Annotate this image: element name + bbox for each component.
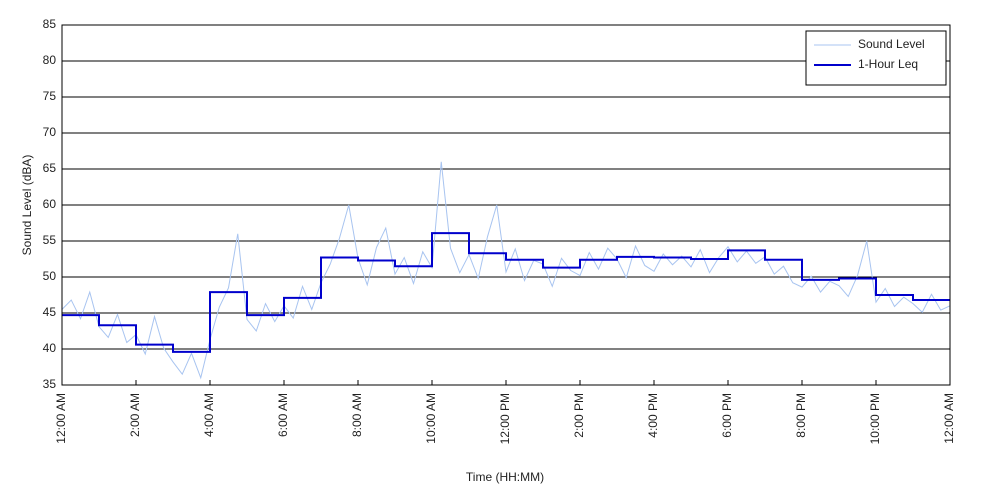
x-tick-label: 6:00 AM	[276, 393, 290, 437]
x-tick-label: 6:00 PM	[720, 393, 734, 438]
x-tick-label: 10:00 PM	[868, 393, 882, 444]
y-tick-label: 65	[43, 161, 57, 175]
y-tick-label: 85	[43, 17, 57, 31]
y-tick-label: 75	[43, 89, 57, 103]
y-tick-label: 45	[43, 305, 57, 319]
y-axis-label: Sound Level (dBA)	[20, 155, 34, 256]
y-tick-label: 40	[43, 341, 57, 355]
x-tick-label: 2:00 PM	[572, 393, 586, 438]
x-tick-label: 12:00 AM	[942, 393, 956, 444]
x-tick-label: 4:00 PM	[646, 393, 660, 438]
x-tick-label: 4:00 AM	[202, 393, 216, 437]
x-tick-label: 12:00 PM	[498, 393, 512, 444]
x-tick-label: 12:00 AM	[54, 393, 68, 444]
y-tick-label: 35	[43, 377, 57, 391]
y-tick-label: 80	[43, 53, 57, 67]
x-tick-label: 2:00 AM	[128, 393, 142, 437]
x-tick-label: 10:00 AM	[424, 393, 438, 444]
x-tick-label: 8:00 AM	[350, 393, 364, 437]
legend-box	[805, 30, 947, 86]
series-line	[62, 232, 950, 353]
x-tick-label: 8:00 PM	[794, 393, 808, 438]
legend-label: 1-Hour Leq	[858, 57, 918, 71]
legend-label: Sound Level	[858, 37, 925, 51]
y-tick-label: 70	[43, 125, 57, 139]
y-tick-label: 50	[43, 269, 57, 283]
plot-frame	[61, 24, 951, 386]
x-axis-label: Time (HH:MM)	[466, 470, 544, 484]
y-tick-label: 55	[43, 233, 57, 247]
y-tick-label: 60	[43, 197, 57, 211]
